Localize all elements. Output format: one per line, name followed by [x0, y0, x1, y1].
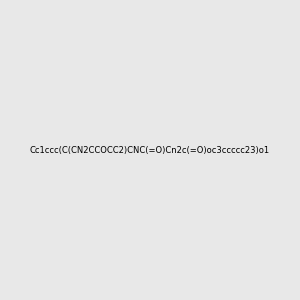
Text: Cc1ccc(C(CN2CCOCC2)CNC(=O)Cn2c(=O)oc3ccccc23)o1: Cc1ccc(C(CN2CCOCC2)CNC(=O)Cn2c(=O)oc3ccc… [30, 146, 270, 154]
